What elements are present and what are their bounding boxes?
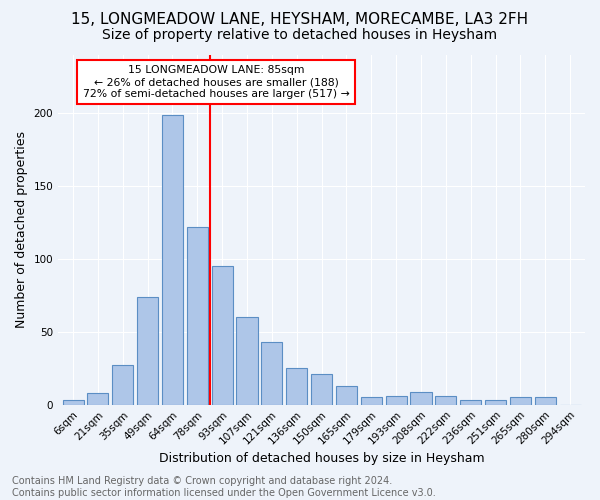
Text: Size of property relative to detached houses in Heysham: Size of property relative to detached ho… bbox=[103, 28, 497, 42]
Bar bbox=[286, 368, 307, 404]
Bar bbox=[386, 396, 407, 404]
Text: 15 LONGMEADOW LANE: 85sqm
← 26% of detached houses are smaller (188)
72% of semi: 15 LONGMEADOW LANE: 85sqm ← 26% of detac… bbox=[83, 66, 350, 98]
Bar bbox=[361, 398, 382, 404]
Y-axis label: Number of detached properties: Number of detached properties bbox=[15, 132, 28, 328]
Bar bbox=[510, 398, 531, 404]
Text: Contains HM Land Registry data © Crown copyright and database right 2024.
Contai: Contains HM Land Registry data © Crown c… bbox=[12, 476, 436, 498]
Bar bbox=[262, 342, 283, 404]
Bar bbox=[137, 297, 158, 405]
Bar bbox=[162, 114, 183, 405]
Bar bbox=[112, 366, 133, 405]
Bar bbox=[212, 266, 233, 404]
Bar bbox=[187, 227, 208, 404]
Bar bbox=[435, 396, 457, 404]
Bar bbox=[62, 400, 83, 404]
Bar bbox=[336, 386, 357, 404]
Text: 15, LONGMEADOW LANE, HEYSHAM, MORECAMBE, LA3 2FH: 15, LONGMEADOW LANE, HEYSHAM, MORECAMBE,… bbox=[71, 12, 529, 28]
Bar bbox=[311, 374, 332, 404]
Bar bbox=[88, 393, 109, 404]
Bar bbox=[460, 400, 481, 404]
Bar bbox=[410, 392, 431, 404]
X-axis label: Distribution of detached houses by size in Heysham: Distribution of detached houses by size … bbox=[159, 452, 484, 465]
Bar bbox=[535, 398, 556, 404]
Bar bbox=[485, 400, 506, 404]
Bar bbox=[236, 318, 257, 404]
